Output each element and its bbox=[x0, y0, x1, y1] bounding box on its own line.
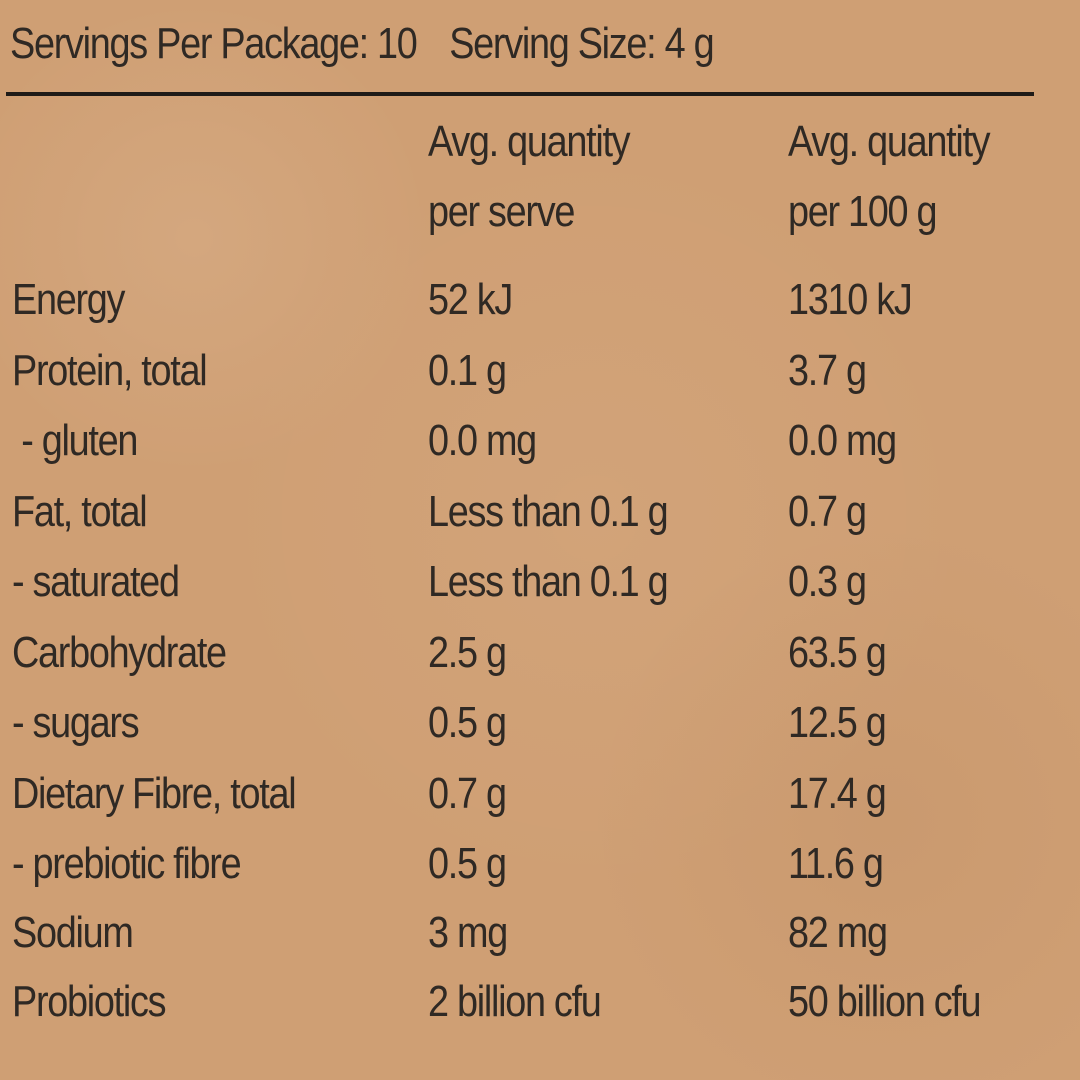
row-value-per-serve: 0.7 g bbox=[428, 769, 507, 818]
header-rule bbox=[6, 92, 1034, 96]
column-header-per-100g-line2: per 100 g bbox=[788, 187, 938, 236]
row-label: Protein, total bbox=[12, 346, 208, 395]
row-value-per-100g: 0.0 mg bbox=[788, 416, 897, 465]
row-value-per-100g: 12.5 g bbox=[788, 698, 887, 747]
row-label: Dietary Fibre, total bbox=[12, 769, 297, 818]
row-label: Fat, total bbox=[12, 487, 148, 536]
row-value-per-100g: 0.3 g bbox=[788, 557, 867, 606]
row-label: Probiotics bbox=[12, 977, 167, 1026]
servings-line: Servings Per Package: 10 Serving Size: 4 … bbox=[10, 14, 715, 74]
row-value-per-serve: 0.5 g bbox=[428, 698, 507, 747]
row-label: Sodium bbox=[12, 908, 134, 957]
row-value-per-serve: Less than 0.1 g bbox=[428, 487, 669, 536]
row-label: Carbohydrate bbox=[12, 628, 227, 677]
row-value-per-100g: 17.4 g bbox=[788, 769, 887, 818]
row-value-per-100g: 82 mg bbox=[788, 908, 888, 957]
row-value-per-100g: 50 billion cfu bbox=[788, 977, 982, 1026]
row-label: - prebiotic fibre bbox=[12, 839, 242, 888]
row-label: - gluten bbox=[12, 416, 138, 465]
row-value-per-serve: 2.5 g bbox=[428, 628, 507, 677]
row-value-per-serve: 0.5 g bbox=[428, 839, 507, 888]
row-value-per-100g: 0.7 g bbox=[788, 487, 867, 536]
row-value-per-100g: 63.5 g bbox=[788, 628, 887, 677]
column-header-per-serve-line1: Avg. quantity bbox=[428, 117, 631, 166]
column-header-per-serve-line2: per serve bbox=[428, 187, 575, 236]
row-label: - sugars bbox=[12, 698, 140, 747]
column-header-per-100g-line1: Avg. quantity bbox=[788, 117, 991, 166]
serving-size: Serving Size: 4 g bbox=[449, 19, 714, 68]
row-value-per-serve: 0.0 mg bbox=[428, 416, 537, 465]
row-value-per-serve: 3 mg bbox=[428, 908, 508, 957]
row-value-per-100g: 3.7 g bbox=[788, 346, 867, 395]
row-value-per-serve: Less than 0.1 g bbox=[428, 557, 669, 606]
row-label: - saturated bbox=[12, 557, 180, 606]
row-label: Energy bbox=[12, 275, 125, 324]
row-value-per-100g: 1310 kJ bbox=[788, 275, 913, 324]
servings-per-package: Servings Per Package: 10 bbox=[10, 19, 418, 68]
row-value-per-100g: 11.6 g bbox=[788, 839, 884, 888]
row-value-per-serve: 2 billion cfu bbox=[428, 977, 602, 1026]
row-value-per-serve: 52 kJ bbox=[428, 275, 513, 324]
row-value-per-serve: 0.1 g bbox=[428, 346, 507, 395]
